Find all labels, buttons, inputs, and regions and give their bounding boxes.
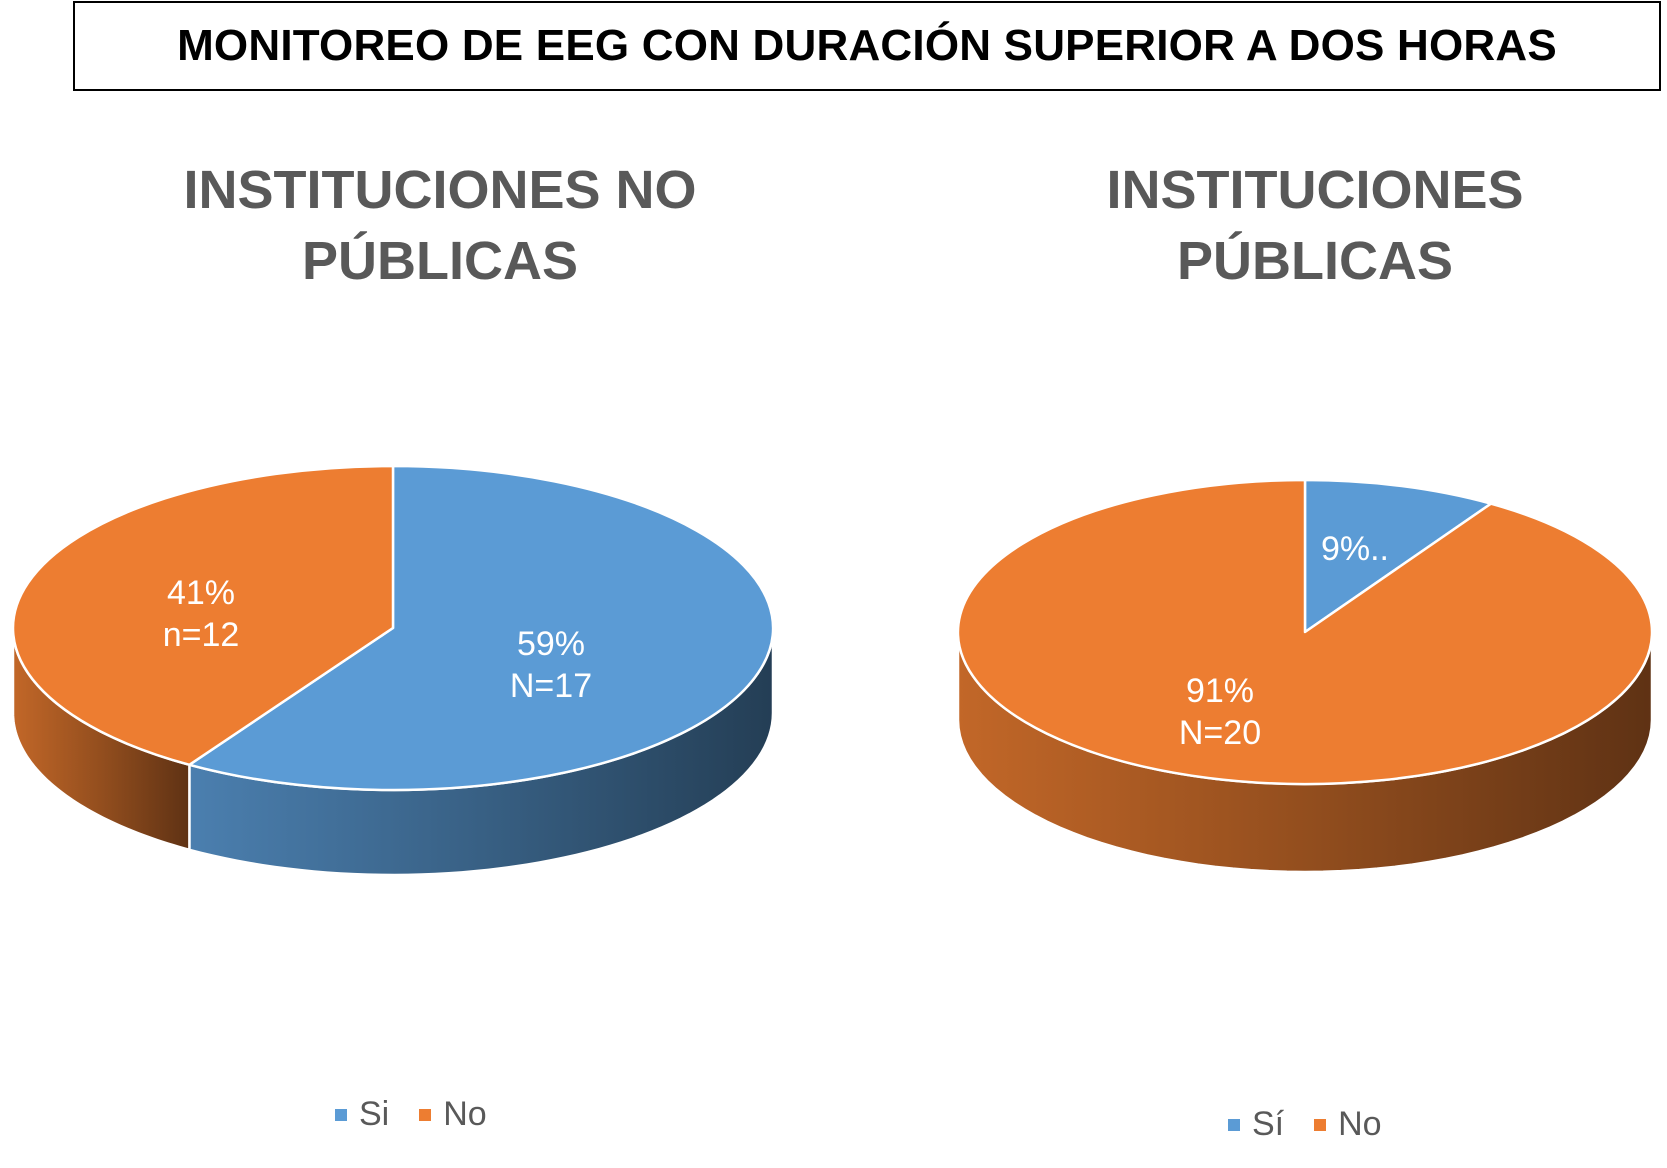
legend-item-no: No (1314, 1105, 1382, 1144)
data-label: 41% n=12 (163, 574, 240, 654)
legend-item-si: Sí (1228, 1105, 1284, 1144)
legend-swatch-si (1228, 1118, 1240, 1131)
chart-title-left: INSTITUCIONES NO PÚBLICAS (40, 155, 840, 297)
chart-title-left-line-2: PÚBLICAS (301, 231, 578, 291)
legend-label-si: Si (359, 1095, 390, 1133)
pie-chart-right: 9%.. 91% N=20 (956, 478, 1654, 874)
legend-item-si: Si (335, 1095, 389, 1134)
legend-swatch-no (1314, 1118, 1327, 1131)
chart-title-right-line-2: PÚBLICAS (1176, 231, 1453, 291)
legend-item-no: No (419, 1095, 487, 1134)
legend-label-no: No (1338, 1105, 1382, 1143)
legend-label-si: Sí (1252, 1105, 1285, 1143)
chart-title-right-line-1: INSTITUCIONES (1106, 160, 1524, 220)
main-title: MONITOREO DE EEG CON DURACIÓN SUPERIOR A… (73, 1, 1661, 91)
legend-label-no: No (443, 1095, 487, 1133)
legend-swatch-si (335, 1108, 347, 1121)
data-label: 9%.. (1321, 530, 1389, 568)
pie-chart-left: 59% N=17 41% n=12 (11, 464, 775, 877)
legend-left: Si No (335, 1095, 517, 1134)
pie-slice (1303, 478, 1493, 634)
chart-title-right: INSTITUCIONES PÚBLICAS (910, 155, 1667, 297)
chart-title-left-line-1: INSTITUCIONES NO (183, 160, 697, 220)
pie-slice (11, 464, 395, 767)
legend-right: Sí No (1228, 1105, 1412, 1144)
pie-slice (956, 478, 1654, 786)
pie-slice (188, 464, 775, 792)
data-label: 59% N=17 (510, 625, 592, 705)
legend-swatch-no (419, 1108, 432, 1121)
data-label: 91% N=20 (1179, 672, 1261, 752)
